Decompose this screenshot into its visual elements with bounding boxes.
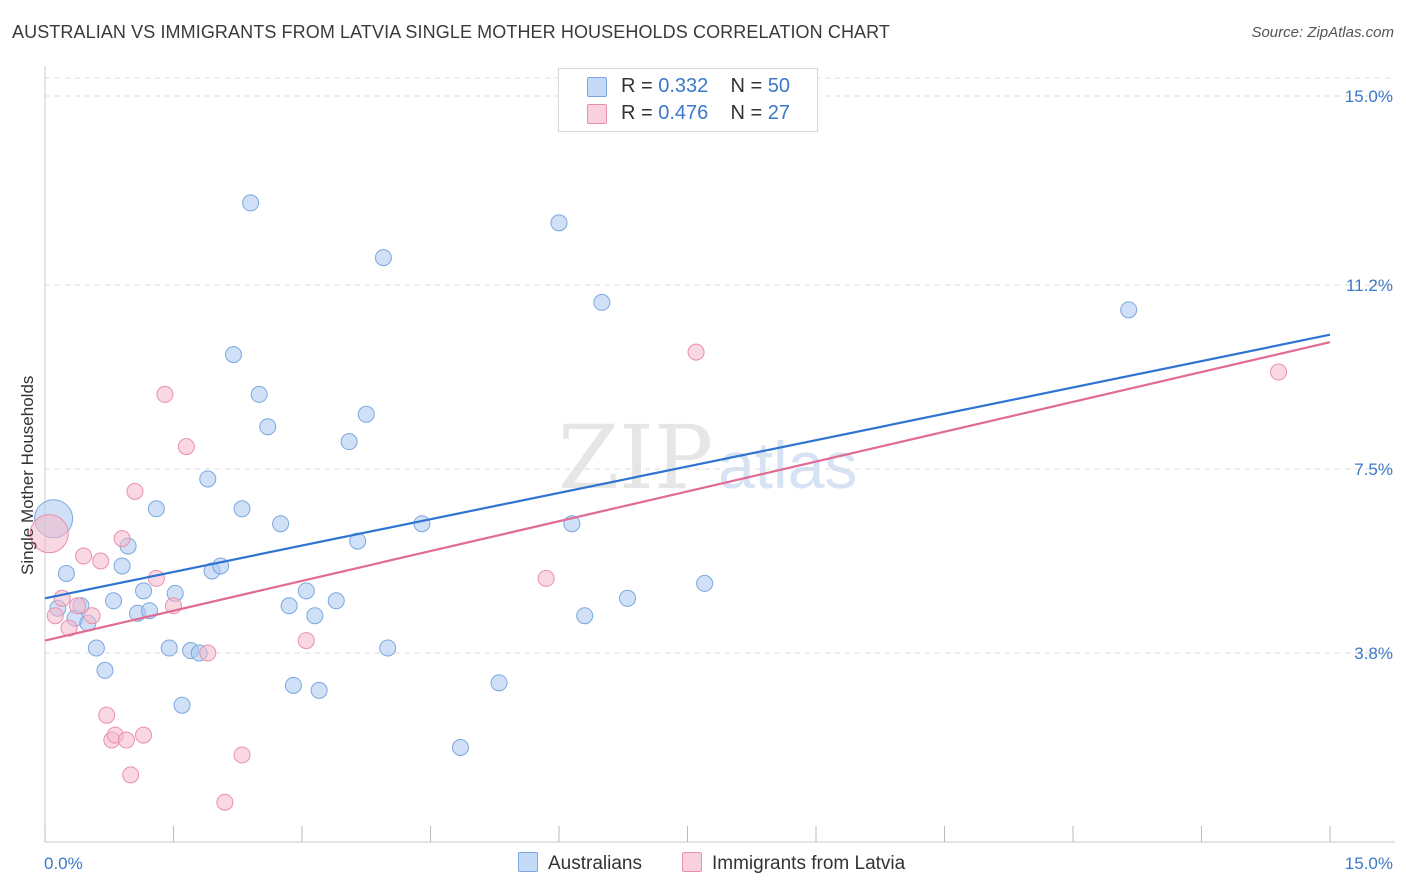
x-tick-label: 0.0%	[44, 854, 83, 873]
legend-n-label: N =	[730, 75, 768, 97]
data-point-australians	[242, 194, 260, 212]
data-point-australians	[250, 385, 268, 403]
data-point-australians	[374, 249, 392, 267]
data-point-latvia	[297, 632, 315, 650]
y-tick-label: 7.5%	[1354, 460, 1393, 479]
data-point-australians	[327, 592, 345, 610]
data-point-australians	[280, 597, 298, 615]
data-point-latvia	[117, 731, 135, 749]
data-point-latvia	[46, 607, 64, 625]
data-point-australians	[696, 574, 714, 592]
legend-swatch-latvia	[587, 104, 607, 124]
data-point-australians	[619, 589, 637, 607]
data-point-latvia	[75, 547, 93, 565]
data-point-latvia	[92, 552, 110, 570]
watermark-atlas: atlas	[718, 428, 857, 502]
data-point-australians	[297, 582, 315, 600]
data-point-latvia	[1270, 363, 1288, 381]
data-point-latvia	[135, 726, 153, 744]
legend-swatch-australians	[587, 77, 607, 97]
data-point-latvia	[60, 619, 78, 637]
data-point-australians	[490, 674, 508, 692]
data-point-australians	[550, 214, 568, 232]
legend-n-label: N =	[730, 102, 768, 124]
y-axis-title: Single Mother Households	[18, 375, 37, 575]
data-point-australians	[160, 639, 178, 657]
trend-line-australians	[44, 333, 1331, 600]
data-point-latvia	[687, 343, 705, 361]
source-label: Source: ZipAtlas.com	[1251, 24, 1394, 41]
data-point-latvia	[216, 793, 234, 811]
y-tick-label: 11.2%	[1346, 276, 1393, 295]
data-point-australians	[379, 639, 397, 657]
stats-legend: R = 0.332 N = 50 R = 0.476 N = 27	[558, 68, 818, 132]
data-point-australians	[233, 500, 251, 518]
data-point-latvia	[126, 482, 144, 500]
legend-r-value: 0.332	[658, 75, 709, 97]
trend-lines	[44, 333, 1331, 642]
data-point-australians	[173, 696, 191, 714]
watermark: ZIP atlas	[558, 406, 857, 509]
data-point-latvia	[537, 569, 555, 587]
data-point-australians	[113, 557, 131, 575]
data-point-latvia	[83, 607, 101, 625]
data-point-australians	[96, 661, 114, 679]
data-points	[29, 194, 1288, 811]
x-tick-label: 15.0%	[1345, 854, 1393, 873]
data-point-latvia	[156, 385, 174, 403]
axes	[44, 66, 1395, 843]
data-point-latvia	[177, 438, 195, 456]
data-point-australians	[310, 681, 328, 699]
data-point-latvia	[199, 644, 217, 662]
legend-r-value: 0.476	[658, 102, 709, 124]
data-point-australians	[340, 433, 358, 451]
data-point-australians	[306, 607, 324, 625]
data-point-australians	[576, 607, 594, 625]
data-point-australians	[593, 293, 611, 311]
legend-item-australians: Australians	[518, 852, 642, 875]
data-point-australians	[224, 346, 242, 364]
data-point-australians	[284, 676, 302, 694]
watermark-zip: ZIP	[558, 406, 713, 509]
legend-swatch-australians	[518, 852, 538, 872]
legend-n-value: 27	[767, 102, 791, 124]
legend-n-value: 50	[767, 75, 791, 97]
legend-label-australians: Australians	[548, 853, 642, 874]
data-point-australians	[199, 470, 217, 488]
trend-line-latvia	[44, 341, 1331, 642]
chart-title: AUSTRALIAN VS IMMIGRANTS FROM LATVIA SIN…	[12, 22, 891, 42]
y-tick-label: 3.8%	[1354, 644, 1393, 663]
data-point-australians	[259, 418, 277, 436]
data-point-australians	[57, 564, 75, 582]
data-point-australians	[135, 582, 153, 600]
data-point-australians	[87, 639, 105, 657]
data-point-latvia	[233, 746, 251, 764]
data-point-australians	[413, 515, 431, 533]
data-point-australians	[147, 500, 165, 518]
y-tick-label: 15.0%	[1345, 87, 1393, 106]
data-point-latvia	[29, 514, 69, 554]
legend-r-label: R =	[621, 102, 659, 124]
legend-r-label: R =	[621, 75, 659, 97]
data-point-australians	[1120, 301, 1138, 319]
x-tick-labels: 0.0% 15.0%	[44, 854, 1393, 873]
data-point-australians	[105, 592, 123, 610]
data-point-latvia	[98, 706, 116, 724]
data-point-australians	[451, 739, 469, 757]
y-tick-labels: 3.8% 7.5% 11.2% 15.0%	[1345, 87, 1393, 663]
data-point-latvia	[69, 597, 87, 615]
legend-swatch-latvia	[682, 852, 702, 872]
legend-label-latvia: Immigrants from Latvia	[712, 853, 906, 874]
data-point-australians	[357, 405, 375, 423]
data-point-latvia	[113, 530, 131, 548]
data-point-latvia	[122, 766, 140, 784]
data-point-australians	[272, 515, 290, 533]
data-point-latvia	[147, 569, 165, 587]
legend-item-latvia: Immigrants from Latvia	[682, 852, 905, 875]
grid-lines	[45, 77, 1395, 654]
